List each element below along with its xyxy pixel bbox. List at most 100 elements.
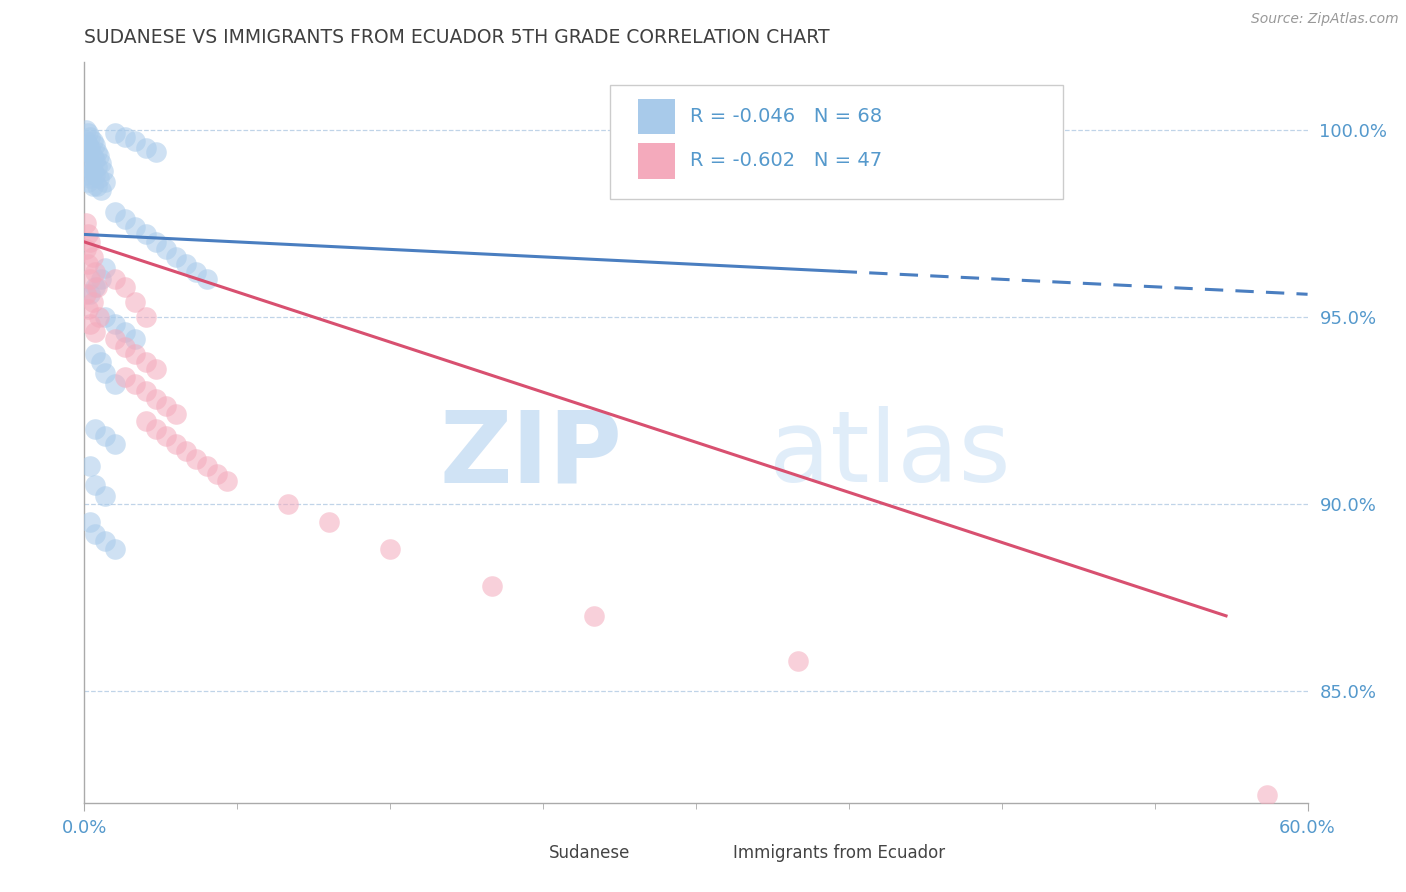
Point (124, 294, 146, 309)
Point (135, 310, 157, 324)
Point (195, 272, 218, 286)
Point (124, 347, 146, 361)
Text: Immigrants from Ecuador: Immigrants from Ecuador (733, 844, 945, 863)
Point (82, 294, 104, 309)
Point (77, 145, 100, 160)
Point (104, 317, 127, 331)
Point (83, 325, 105, 339)
Point (104, 541, 127, 556)
Point (145, 392, 167, 406)
Point (124, 219, 146, 234)
Point (93, 366, 115, 380)
Point (93, 534, 115, 549)
Point (83, 153, 105, 167)
Point (186, 265, 208, 279)
Point (82, 149, 104, 163)
Point (77, 137, 100, 152)
Point (104, 127, 127, 141)
Point (114, 369, 136, 384)
Point (114, 280, 136, 294)
Point (83, 347, 105, 361)
Point (77, 302, 100, 317)
Point (82, 134, 104, 148)
Point (87, 149, 110, 163)
Point (174, 257, 197, 271)
Point (787, 654, 810, 668)
Point (145, 422, 167, 436)
Point (75, 168, 97, 182)
Point (90, 183, 112, 197)
Point (145, 235, 167, 249)
Point (83, 526, 105, 541)
Point (145, 145, 167, 160)
Point (135, 227, 157, 242)
Point (135, 384, 157, 399)
Point (186, 451, 208, 466)
FancyBboxPatch shape (610, 85, 1063, 200)
Point (583, 608, 606, 623)
Point (77, 257, 100, 271)
Text: Source: ZipAtlas.com: Source: ZipAtlas.com (1251, 12, 1399, 26)
Point (79, 459, 101, 474)
Text: R = -0.046   N = 68: R = -0.046 N = 68 (690, 107, 882, 126)
Point (79, 235, 101, 249)
Point (114, 130, 136, 145)
Point (79, 130, 101, 145)
Point (93, 489, 115, 503)
FancyBboxPatch shape (696, 839, 727, 867)
Point (155, 243, 177, 257)
Point (165, 250, 187, 264)
Point (82, 178, 104, 193)
Point (1256, 789, 1278, 803)
Point (93, 261, 115, 276)
Point (86, 145, 108, 160)
Point (75, 216, 97, 230)
Point (79, 141, 101, 155)
Point (83, 422, 105, 436)
Text: ZIP: ZIP (440, 407, 623, 503)
Point (165, 437, 187, 451)
Point (79, 272, 101, 286)
FancyBboxPatch shape (513, 839, 543, 867)
Point (86, 160, 108, 174)
Point (86, 178, 108, 193)
Text: Sudanese: Sudanese (550, 844, 630, 863)
Point (217, 474, 239, 488)
Point (114, 325, 136, 339)
Point (77, 160, 100, 174)
Text: R = -0.602   N = 47: R = -0.602 N = 47 (690, 152, 882, 170)
Point (104, 332, 127, 346)
Point (104, 272, 127, 286)
Point (75, 141, 97, 155)
Point (124, 134, 146, 148)
Point (135, 141, 157, 155)
Point (104, 205, 127, 219)
Point (79, 171, 101, 186)
Point (79, 287, 101, 301)
Point (145, 362, 167, 376)
Text: atlas: atlas (769, 407, 1011, 503)
Point (79, 156, 101, 170)
Point (174, 444, 197, 458)
Point (93, 310, 115, 324)
Point (75, 134, 97, 148)
Point (104, 377, 127, 392)
Text: SUDANESE VS IMMIGRANTS FROM ECUADOR 5TH GRADE CORRELATION CHART: SUDANESE VS IMMIGRANTS FROM ECUADOR 5TH … (84, 28, 830, 47)
Point (124, 377, 146, 392)
Point (104, 437, 127, 451)
Point (86, 280, 108, 294)
Point (93, 429, 115, 443)
Point (83, 265, 105, 279)
Point (82, 164, 104, 178)
Point (87, 171, 110, 186)
Point (135, 354, 157, 368)
Point (155, 400, 177, 414)
Point (90, 272, 112, 286)
Point (83, 168, 105, 182)
Point (93, 175, 115, 189)
Point (83, 280, 105, 294)
Point (277, 497, 299, 511)
Point (83, 478, 105, 492)
Point (90, 156, 112, 170)
Point (90, 354, 112, 368)
